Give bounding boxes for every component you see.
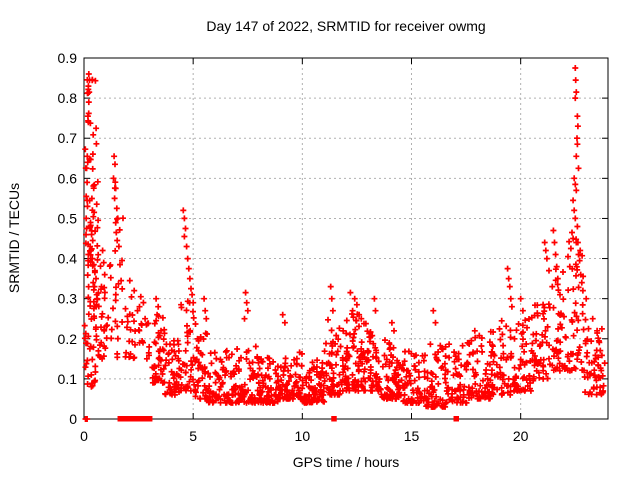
- zero-value-square: [453, 416, 460, 422]
- y-tick-label: 0.4: [58, 251, 78, 267]
- x-axis-label: GPS time / hours: [293, 454, 400, 470]
- zero-value-square-run: [117, 416, 127, 422]
- y-tick-label: 0.7: [58, 130, 78, 146]
- chart-title: Day 147 of 2022, SRMTID for receiver owm…: [206, 18, 485, 34]
- scatter-plus-markers: [81, 65, 608, 422]
- x-tick-label: 5: [189, 428, 197, 444]
- y-axis-label: SRMTID / TECUs: [6, 183, 22, 293]
- y-tick-label: 0.2: [58, 331, 78, 347]
- y-tick-label: 0.1: [58, 371, 78, 387]
- y-tick-label: 0.5: [58, 210, 78, 226]
- y-tick-label: 0.6: [58, 170, 78, 186]
- data-points: [81, 65, 608, 422]
- zero-value-square-run: [124, 416, 138, 422]
- y-tick-label: 0.3: [58, 291, 78, 307]
- x-tick-label: 10: [295, 428, 311, 444]
- y-tick-label: 0.8: [58, 90, 78, 106]
- x-tick-label: 20: [513, 428, 529, 444]
- y-tick-label: 0: [69, 411, 77, 427]
- y-tick-label: 0.9: [58, 50, 78, 66]
- zero-value-square: [331, 416, 337, 422]
- x-tick-label: 0: [80, 428, 88, 444]
- zero-value-square-run: [136, 416, 153, 422]
- x-tick-label: 15: [404, 428, 420, 444]
- tick-labels: 0 5 10 15 20 0 0.1 0.2 0.3 0.4 0.5 0.6 0.7 0.8 0.9: [58, 50, 529, 444]
- axes-and-ticks: [83, 57, 609, 420]
